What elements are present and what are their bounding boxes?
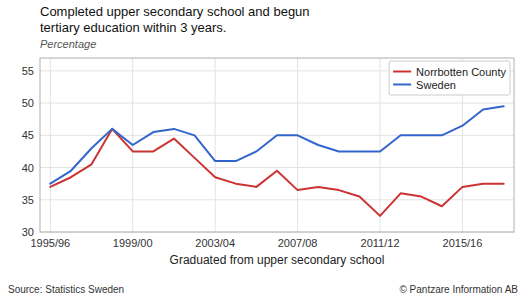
legend: Norrbotten CountySweden xyxy=(389,61,510,95)
legend-label: Sweden xyxy=(416,79,456,91)
x-tick-label: 2003/04 xyxy=(195,237,235,249)
series-line xyxy=(50,129,503,216)
x-axis-label: Graduated from upper secondary school xyxy=(170,253,385,267)
x-tick-label: 2011/12 xyxy=(361,237,400,249)
y-tick-label: 55 xyxy=(22,65,34,77)
grid-line-x xyxy=(215,58,216,232)
y-tick-label: 50 xyxy=(22,97,34,109)
grid-line-x xyxy=(297,58,298,232)
grid xyxy=(40,58,514,232)
grid-line-y xyxy=(40,167,514,168)
grid-line-y xyxy=(40,199,514,200)
legend-swatch xyxy=(393,71,411,73)
y-tick-label: 35 xyxy=(22,194,34,206)
legend-box xyxy=(389,61,510,95)
grid-line-x xyxy=(50,58,51,232)
x-tick-label: 1999/00 xyxy=(113,237,153,249)
x-tick-label: 1995/96 xyxy=(30,237,70,249)
legend-label: Norrbotten County xyxy=(416,66,506,78)
annotation: © Pantzare Information AB xyxy=(399,284,518,295)
legend-swatch xyxy=(393,84,411,86)
subtitle: Percentage xyxy=(40,38,96,50)
chart: 3035404550551995/961999/002003/042007/08… xyxy=(0,0,526,299)
series-line xyxy=(50,106,503,183)
title-line: Completed upper secondary school and beg… xyxy=(40,4,310,19)
title: Completed upper secondary school and beg… xyxy=(40,4,310,35)
grid-line-y xyxy=(40,103,514,104)
x-tick-label: 2015/16 xyxy=(443,237,483,249)
annotation: Source: Statistics Sweden xyxy=(8,284,124,295)
y-tick-label: 45 xyxy=(22,129,34,141)
plot-frame xyxy=(40,58,514,232)
y-tick-label: 40 xyxy=(22,162,34,174)
lines xyxy=(50,106,503,216)
x-tick-label: 2007/08 xyxy=(278,237,318,249)
grid-line-x xyxy=(380,58,381,232)
title-line: tertiary education within 3 years. xyxy=(40,20,226,35)
plot-area xyxy=(40,58,514,232)
